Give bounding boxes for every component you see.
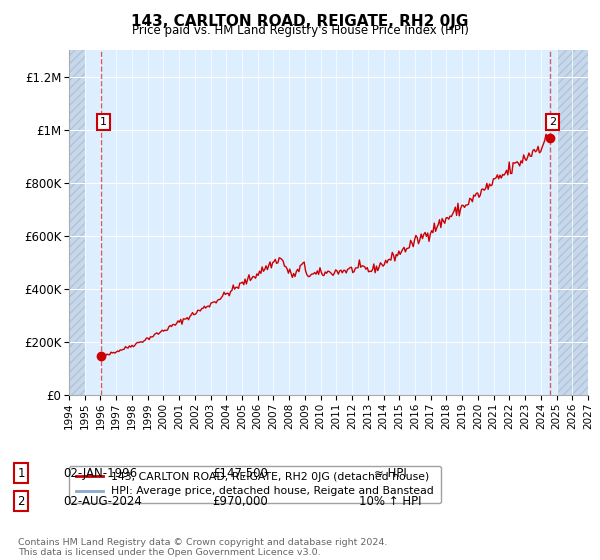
Legend: 143, CARLTON ROAD, REIGATE, RH2 0JG (detached house), HPI: Average price, detach: 143, CARLTON ROAD, REIGATE, RH2 0JG (det… xyxy=(69,466,441,503)
Text: 1: 1 xyxy=(17,466,25,480)
Text: 2: 2 xyxy=(17,494,25,508)
Text: 2: 2 xyxy=(549,117,556,127)
Text: 1: 1 xyxy=(100,117,107,127)
Text: £970,000: £970,000 xyxy=(212,494,268,508)
Text: Contains HM Land Registry data © Crown copyright and database right 2024.
This d: Contains HM Land Registry data © Crown c… xyxy=(18,538,388,557)
Text: ≈ HPI: ≈ HPI xyxy=(374,466,406,480)
Text: 02-AUG-2024: 02-AUG-2024 xyxy=(63,494,142,508)
Text: 10% ↑ HPI: 10% ↑ HPI xyxy=(359,494,421,508)
Text: 02-JAN-1996: 02-JAN-1996 xyxy=(63,466,137,480)
Text: £147,500: £147,500 xyxy=(212,466,268,480)
Text: 143, CARLTON ROAD, REIGATE, RH2 0JG: 143, CARLTON ROAD, REIGATE, RH2 0JG xyxy=(131,14,469,29)
Text: Price paid vs. HM Land Registry's House Price Index (HPI): Price paid vs. HM Land Registry's House … xyxy=(131,24,469,37)
